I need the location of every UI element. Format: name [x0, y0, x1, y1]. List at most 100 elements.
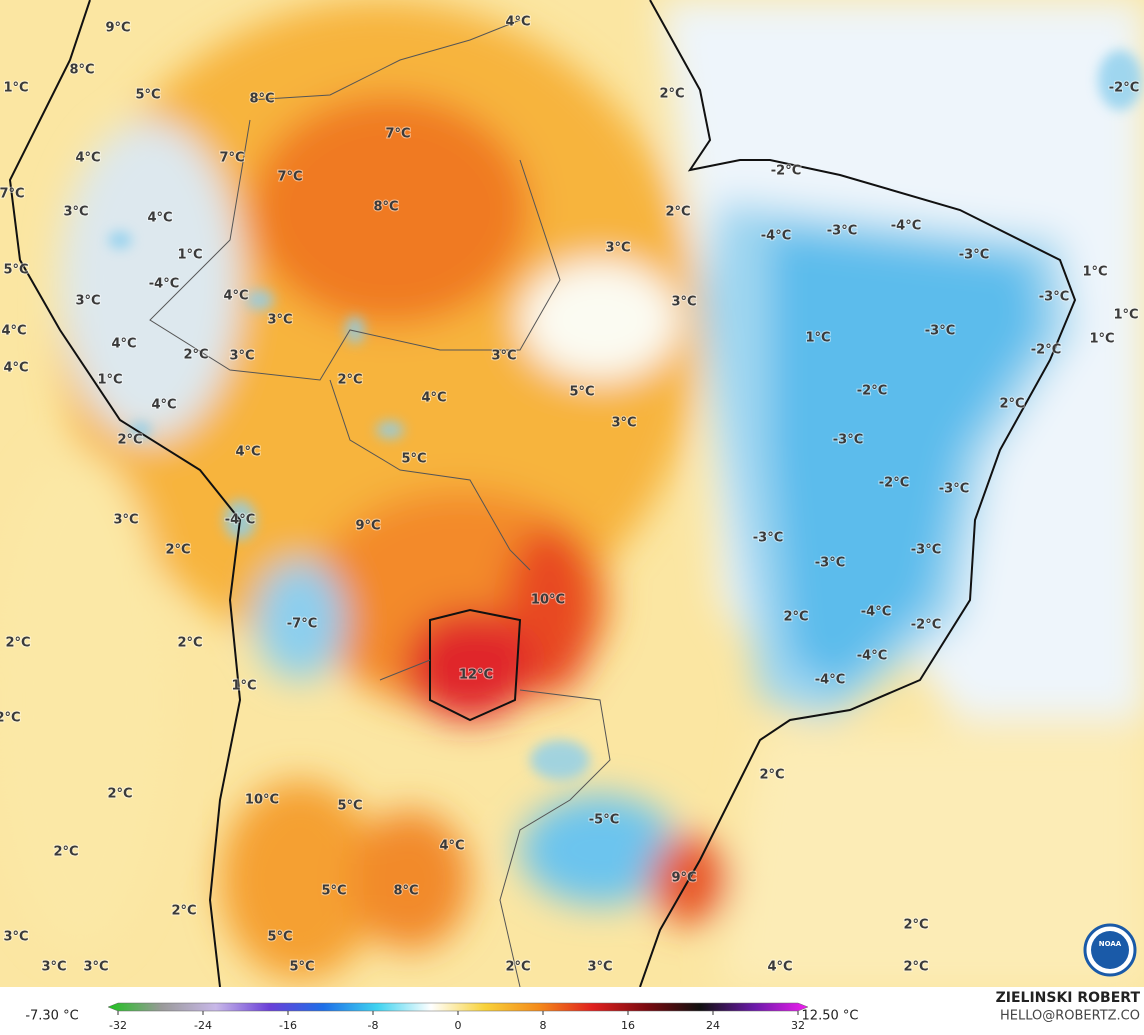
colorbar-tick-label: -16 [279, 1019, 297, 1032]
temp-label: 4°C [439, 839, 464, 854]
temp-label: -4°C [861, 605, 891, 620]
temp-label: 1°C [231, 679, 256, 694]
temp-label: 8°C [249, 92, 274, 107]
temp-label: 1°C [1089, 332, 1114, 347]
temp-label: 3°C [75, 294, 100, 309]
temp-label: 2°C [505, 960, 530, 975]
temp-label: 2°C [117, 433, 142, 448]
noaa-logo: NOAA [1083, 923, 1137, 977]
temp-label: 5°C [337, 799, 362, 814]
temp-label: 9°C [355, 519, 380, 534]
temp-label: 7°C [277, 170, 302, 185]
temp-label: 1°C [97, 373, 122, 388]
temp-label: 8°C [373, 200, 398, 215]
temp-label: 4°C [3, 361, 28, 376]
temp-label: -5°C [589, 813, 619, 828]
temp-label: -2°C [911, 618, 941, 633]
colorbar-tick-label: 16 [621, 1019, 635, 1032]
temp-label: 5°C [401, 452, 426, 467]
colorbar-tick-label: -32 [109, 1019, 127, 1032]
temp-label: 3°C [611, 416, 636, 431]
temp-label: 10°C [531, 593, 565, 608]
colorbar-tick-label: 32 [791, 1019, 805, 1032]
temp-label: 2°C [53, 845, 78, 860]
temp-label: 3°C [63, 205, 88, 220]
temp-label: 1°C [177, 248, 202, 263]
temp-label: 4°C [1, 324, 26, 339]
temp-label: 1°C [1113, 308, 1138, 323]
temp-label: 3°C [229, 349, 254, 364]
temp-label: 2°C [759, 768, 784, 783]
temp-label: 2°C [903, 960, 928, 975]
temp-label: -7°C [287, 617, 317, 632]
temp-label: -3°C [1039, 290, 1069, 305]
borders [149, 19, 611, 987]
temp-label: 1°C [3, 81, 28, 96]
temp-label: -4°C [857, 649, 887, 664]
temp-label: -2°C [1031, 343, 1061, 358]
temp-label: 1°C [805, 331, 830, 346]
temp-label: 3°C [671, 295, 696, 310]
temp-label: 8°C [393, 884, 418, 899]
colorbar-min: -7.30 °C [25, 1009, 78, 1024]
temp-label: 4°C [111, 337, 136, 352]
colorbar-tick-label: 8 [540, 1019, 547, 1032]
temp-label: 5°C [321, 884, 346, 899]
temp-label: -4°C [225, 513, 255, 528]
temp-label: 4°C [421, 391, 446, 406]
temp-label: 7°C [0, 187, 25, 202]
temp-label: 5°C [135, 88, 160, 103]
temp-label: -4°C [815, 673, 845, 688]
temp-label: 3°C [267, 313, 292, 328]
temp-label: 2°C [659, 87, 684, 102]
temp-label: 3°C [491, 349, 516, 364]
coastline [8, 0, 1077, 987]
temp-label: -2°C [879, 476, 909, 491]
colorbar: -7.30 °C 12.50 °C -32 -24 -16 -8 0 8 16 24 32 [25, 1002, 858, 1032]
temp-label: 10°C [245, 793, 279, 808]
temp-label: 1°C [1082, 265, 1107, 280]
temp-label: 2°C [5, 636, 30, 651]
temp-label: -4°C [761, 229, 791, 244]
temp-label: 2°C [107, 787, 132, 802]
temp-label: -3°C [833, 433, 863, 448]
temp-label: 3°C [587, 960, 612, 975]
temp-label: -3°C [815, 556, 845, 571]
temp-label: 3°C [41, 960, 66, 975]
temp-label: 9°C [671, 871, 696, 886]
temp-label: -3°C [939, 482, 969, 497]
temp-label: 7°C [385, 127, 410, 142]
temp-label: 4°C [223, 289, 248, 304]
temp-label: -2°C [857, 384, 887, 399]
temp-label: 4°C [505, 15, 530, 30]
colorbar-tick-label: 0 [455, 1019, 462, 1032]
temp-label: -4°C [149, 277, 179, 292]
temp-label: -2°C [1109, 81, 1139, 96]
temp-label: 2°C [165, 543, 190, 558]
temp-label: -3°C [911, 543, 941, 558]
temp-label: -3°C [827, 224, 857, 239]
temp-label: 3°C [83, 960, 108, 975]
temp-label: 4°C [767, 960, 792, 975]
temp-label: 3°C [3, 930, 28, 945]
temp-label: 9°C [105, 21, 130, 36]
credit-name: ZIELINSKI ROBERT [996, 990, 1141, 1006]
temp-label: 8°C [69, 63, 94, 78]
temp-label: 5°C [569, 385, 594, 400]
colorbar-tick-label: 24 [706, 1019, 720, 1032]
temp-label: 4°C [147, 211, 172, 226]
temp-label: 4°C [235, 445, 260, 460]
temp-label: 2°C [999, 397, 1024, 412]
temp-label: 2°C [337, 373, 362, 388]
temp-label: 7°C [219, 151, 244, 166]
temp-label: 5°C [267, 930, 292, 945]
temp-label: -3°C [959, 248, 989, 263]
temp-label: 5°C [3, 263, 28, 278]
temp-label: 12°C [459, 668, 493, 683]
map: 9°C 4°C 8°C 1°C 5°C 8°C 2°C -2°C 7°C 4°C 7°C 7°C -2°… [0, 0, 1144, 987]
map-labels: 9°C 4°C 8°C 1°C 5°C 8°C 2°C -2°C 7°C 4°C 7°C 7°C -2°… [0, 14, 1140, 976]
temp-label: 4°C [75, 151, 100, 166]
credit-contact: HELLO@ROBERTZ.CO [1000, 1009, 1140, 1024]
colorbar-tick-label: -8 [368, 1019, 379, 1032]
